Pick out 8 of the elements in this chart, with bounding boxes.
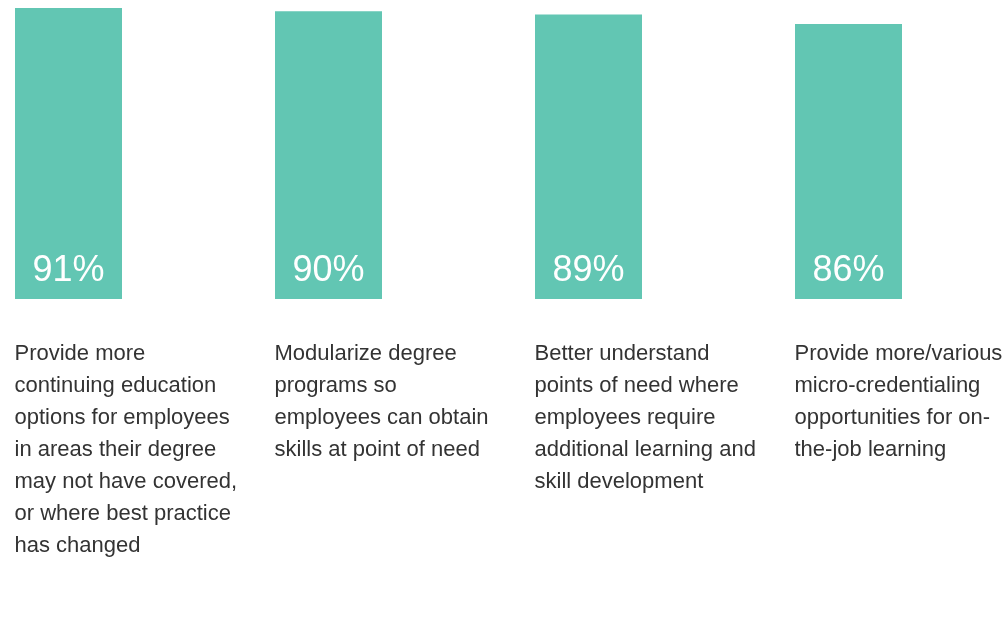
data-label: 90% xyxy=(292,248,365,289)
data-label: 91% xyxy=(32,248,105,289)
data-label: 86% xyxy=(812,248,885,289)
x-tick-label: Modularize degree programs so employees can obtain skills at point of need xyxy=(274,339,490,463)
x-tick-label: Better understand points of need where employees require additional learning and skill development xyxy=(534,339,757,495)
x-tick-label: Provide more continuing education options for employees in areas their degree may not have covered, or where best practice has changed xyxy=(14,339,239,559)
x-tick-label: Provide more/various micro-credentialing opportunities for on-the-job learning xyxy=(794,339,1004,463)
data-label: 89% xyxy=(552,248,625,289)
